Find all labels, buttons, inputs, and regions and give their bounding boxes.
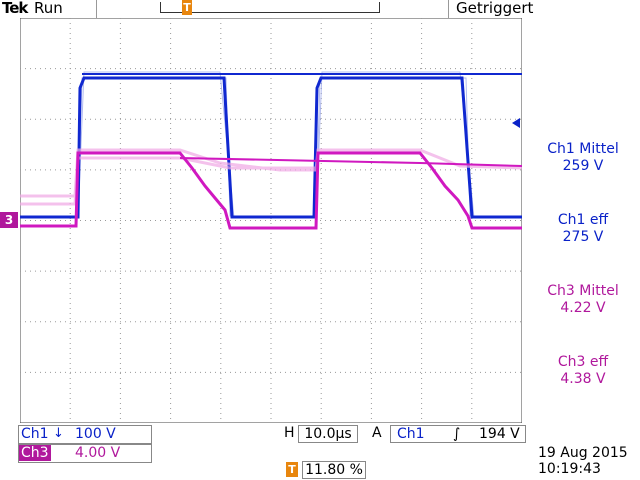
measurement-ch3-mean: Ch3 Mittel 4.22 V <box>528 283 638 317</box>
trigger-level: 194 V <box>479 426 520 442</box>
measurement-ch1-mean: Ch1 Mittel 259 V <box>528 141 638 175</box>
ch1-label: Ch1 <box>21 426 49 442</box>
trigger-slope-icon: ∫ <box>453 426 461 442</box>
ch3-trace <box>20 151 522 230</box>
measurement-label: Ch1 Mittel <box>547 141 619 157</box>
measurement-ch1-rms: Ch1 eff 275 V <box>528 212 638 246</box>
time-readout: 10:19:43 <box>538 461 601 477</box>
trigger-position-value: 11.80 % <box>305 462 363 478</box>
ch3-scale: 4.00 V <box>75 445 121 461</box>
trigger-state: Getriggert <box>456 0 534 17</box>
run-state: Run <box>34 0 63 17</box>
top-status-bar: Tek Run T Getriggert <box>0 0 640 18</box>
timebase-value: 10.0µs <box>304 426 352 442</box>
ch3-decay-trace <box>179 157 522 167</box>
measurement-value: 4.38 V <box>560 371 606 387</box>
trigger-readout[interactable]: Ch1 ∫ 194 V <box>390 425 526 443</box>
trigger-position-readout[interactable]: 11.80 % <box>302 461 366 479</box>
ch1-scale: 100 V <box>75 426 116 442</box>
ch3-scale-readout[interactable]: Ch3 4.00 V <box>18 444 152 463</box>
measurement-label: Ch3 eff <box>557 354 609 370</box>
date-readout: 19 Aug 2015 <box>538 445 628 461</box>
ch1-scale-readout[interactable]: Ch1 ↓ 100 V <box>18 425 152 444</box>
trigger-position-icon: T <box>286 462 298 477</box>
record-position-bar[interactable] <box>160 2 380 13</box>
ch1-trace <box>20 76 522 219</box>
measurement-label: Ch3 Mittel <box>547 283 619 299</box>
timebase-label: H <box>284 425 295 441</box>
topbar-divider <box>448 0 449 18</box>
measurement-value: 275 V <box>562 229 604 245</box>
ch3-label: Ch3 <box>19 445 51 461</box>
ch3-ground-marker[interactable]: 3 <box>0 212 18 228</box>
measurement-label: Ch1 eff <box>557 212 609 228</box>
brand-logo: Tek <box>2 0 28 17</box>
waveform-display[interactable] <box>20 18 522 423</box>
measurement-value: 259 V <box>562 158 604 174</box>
timebase-readout[interactable]: 10.0µs <box>298 425 358 443</box>
ch1-level-marker[interactable] <box>512 118 520 128</box>
coupling-icon: ↓ <box>53 426 64 441</box>
measurement-ch3-rms: Ch3 eff 4.38 V <box>528 354 638 388</box>
topbar-divider <box>96 0 97 18</box>
trigger-source: Ch1 <box>397 426 425 442</box>
trigger-label: A <box>372 425 382 441</box>
record-trigger-marker: T <box>182 0 192 15</box>
measurement-value: 4.22 V <box>560 300 606 316</box>
